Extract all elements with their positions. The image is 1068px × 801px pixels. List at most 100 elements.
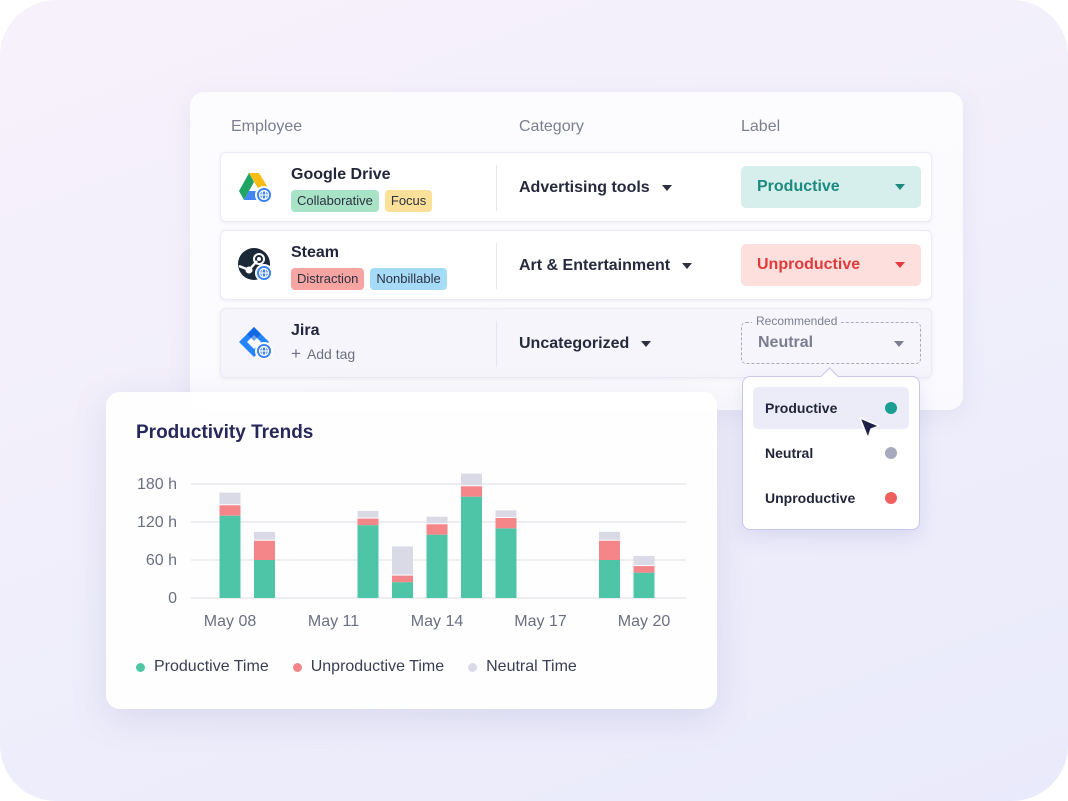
option-label: Unproductive bbox=[765, 490, 856, 506]
bar-segment-productive-time[interactable] bbox=[219, 515, 241, 598]
bar-segment-unproductive-time[interactable] bbox=[633, 566, 655, 573]
app-name: Steam bbox=[291, 244, 340, 261]
bar-segment-productive-time[interactable] bbox=[633, 572, 655, 598]
caret-down-icon bbox=[895, 262, 905, 268]
bar-segment-neutral-time[interactable] bbox=[495, 510, 517, 517]
option-label: Neutral bbox=[765, 445, 814, 461]
category-value: Art & Entertainment bbox=[519, 257, 671, 274]
tag-list: Distraction Nonbillable bbox=[291, 268, 447, 290]
bar-segment-productive-time[interactable] bbox=[357, 525, 379, 598]
tag-list: Collaborative Focus bbox=[291, 190, 433, 212]
x-tick-label: May 17 bbox=[514, 613, 567, 630]
caret-down-icon bbox=[641, 341, 652, 347]
bar-segment-productive-time[interactable] bbox=[392, 582, 413, 598]
status-dot-icon bbox=[885, 447, 897, 459]
mouse-pointer-icon bbox=[859, 417, 880, 439]
status-dot-icon bbox=[885, 402, 897, 414]
bar-segment-neutral-time[interactable] bbox=[219, 492, 241, 505]
bar-segment-neutral-time[interactable] bbox=[633, 555, 655, 566]
legend-item-neutral: Neutral Time bbox=[468, 658, 577, 676]
dropdown-option-productive[interactable]: Productive bbox=[753, 387, 909, 429]
bar-segment-unproductive-time[interactable] bbox=[357, 518, 379, 526]
tag-nonbillable[interactable]: Nonbillable bbox=[370, 268, 447, 290]
chart-title: Productivity Trends bbox=[136, 422, 314, 443]
label-value: Productive bbox=[757, 178, 840, 195]
legend-label: Productive Time bbox=[154, 658, 269, 675]
divider bbox=[496, 243, 497, 289]
table-row-steam[interactable]: Steam Distraction Nonbillable Art & Ente… bbox=[220, 230, 932, 300]
dropdown-option-unproductive[interactable]: Unproductive bbox=[753, 477, 909, 519]
chart-legend: Productive Time Unproductive Time Neutra… bbox=[136, 658, 577, 676]
legend-item-productive: Productive Time bbox=[136, 658, 269, 676]
bar-segment-productive-time[interactable] bbox=[599, 560, 620, 598]
x-tick-label: May 11 bbox=[308, 613, 359, 630]
label-select-neutral[interactable]: Recommended Neutral bbox=[741, 314, 921, 364]
app-name: Jira bbox=[291, 322, 320, 339]
bar-segment-neutral-time[interactable] bbox=[392, 546, 413, 575]
bar-segment-neutral-time[interactable] bbox=[254, 531, 275, 540]
bar-segment-neutral-time[interactable] bbox=[461, 473, 482, 486]
bar-segment-productive-time[interactable] bbox=[254, 560, 275, 598]
tag-distraction[interactable]: Distraction bbox=[291, 268, 365, 290]
x-tick-label: May 08 bbox=[204, 613, 257, 630]
label-select-productive[interactable]: Productive bbox=[741, 166, 921, 208]
google-drive-icon bbox=[239, 173, 273, 204]
label-value: Neutral bbox=[758, 334, 814, 351]
plus-icon: + bbox=[291, 344, 301, 363]
divider bbox=[496, 165, 497, 211]
x-tick-label: May 20 bbox=[618, 613, 671, 630]
tag-collaborative[interactable]: Collaborative bbox=[291, 190, 379, 212]
tag-focus[interactable]: Focus bbox=[384, 190, 433, 212]
category-value: Advertising tools bbox=[519, 179, 650, 196]
caret-down-icon bbox=[895, 184, 905, 190]
bar-segment-unproductive-time[interactable] bbox=[599, 540, 620, 560]
label-dropdown-menu: Productive Neutral Unproductive bbox=[742, 376, 920, 530]
recommended-label: Recommended bbox=[752, 314, 842, 328]
category-select[interactable]: Uncategorized bbox=[519, 335, 652, 353]
bar-segment-unproductive-time[interactable] bbox=[254, 540, 275, 560]
bar-segment-neutral-time[interactable] bbox=[357, 510, 379, 518]
y-tick-label: 60 h bbox=[146, 552, 177, 569]
category-select[interactable]: Art & Entertainment bbox=[519, 257, 693, 275]
legend-dot-icon bbox=[468, 662, 478, 672]
tag-list: + Add tag bbox=[291, 344, 356, 363]
add-tag-button[interactable]: + Add tag bbox=[291, 344, 356, 363]
bar-segment-unproductive-time[interactable] bbox=[219, 505, 241, 516]
legend-dot-icon bbox=[292, 662, 302, 672]
legend-item-unproductive: Unproductive Time bbox=[292, 658, 444, 676]
dropdown-option-neutral[interactable]: Neutral bbox=[753, 432, 909, 474]
jira-icon bbox=[239, 327, 273, 360]
label-select-unproductive[interactable]: Unproductive bbox=[741, 244, 921, 286]
header-label: Label bbox=[741, 118, 781, 135]
table-row-google-drive[interactable]: Google Drive Collaborative Focus Adverti… bbox=[220, 152, 932, 222]
bar-segment-unproductive-time[interactable] bbox=[461, 486, 482, 497]
add-tag-label: Add tag bbox=[306, 346, 356, 362]
bar-segment-productive-time[interactable] bbox=[495, 528, 517, 598]
category-value: Uncategorized bbox=[519, 335, 630, 352]
caret-down-icon bbox=[661, 185, 672, 191]
y-tick-label: 0 bbox=[168, 590, 177, 607]
category-select[interactable]: Advertising tools bbox=[519, 179, 672, 197]
y-tick-label: 120 h bbox=[137, 514, 177, 531]
divider bbox=[496, 321, 497, 367]
caret-down-icon bbox=[894, 341, 904, 347]
app-name: Google Drive bbox=[291, 166, 391, 183]
caret-down-icon bbox=[682, 263, 693, 269]
bar-segment-productive-time[interactable] bbox=[461, 496, 482, 598]
y-tick-label: 180 h bbox=[137, 476, 177, 493]
stacked-bar-chart: 180 h 120 h 60 h 0 May 08 May 11 May 14 May 17 M… bbox=[137, 473, 686, 630]
bar-segment-unproductive-time[interactable] bbox=[426, 524, 448, 535]
header-category: Category bbox=[519, 118, 584, 135]
bar-segment-unproductive-time[interactable] bbox=[392, 575, 413, 583]
label-value: Unproductive bbox=[757, 256, 861, 273]
x-tick-label: May 14 bbox=[411, 613, 464, 630]
bar-segment-neutral-time[interactable] bbox=[599, 531, 620, 540]
legend-label: Neutral Time bbox=[486, 658, 577, 675]
productivity-trends-card: Productivity Trends 180 h 120 h 60 h 0 May 0… bbox=[106, 392, 717, 709]
bar-segment-neutral-time[interactable] bbox=[426, 516, 448, 524]
legend-dot-icon bbox=[136, 662, 145, 672]
bar-segment-unproductive-time[interactable] bbox=[495, 517, 517, 529]
bar-segment-productive-time[interactable] bbox=[426, 534, 448, 598]
status-dot-icon bbox=[885, 492, 897, 504]
table-row-jira[interactable]: Jira + Add tag Uncategorized Recommended… bbox=[220, 308, 932, 378]
